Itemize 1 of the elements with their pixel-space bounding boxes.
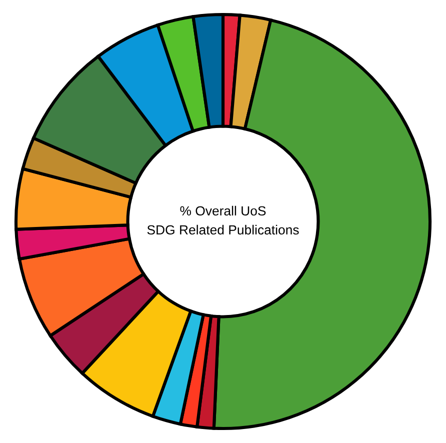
text: % Overall UoS SDG Related Publications: [147, 206, 299, 235]
